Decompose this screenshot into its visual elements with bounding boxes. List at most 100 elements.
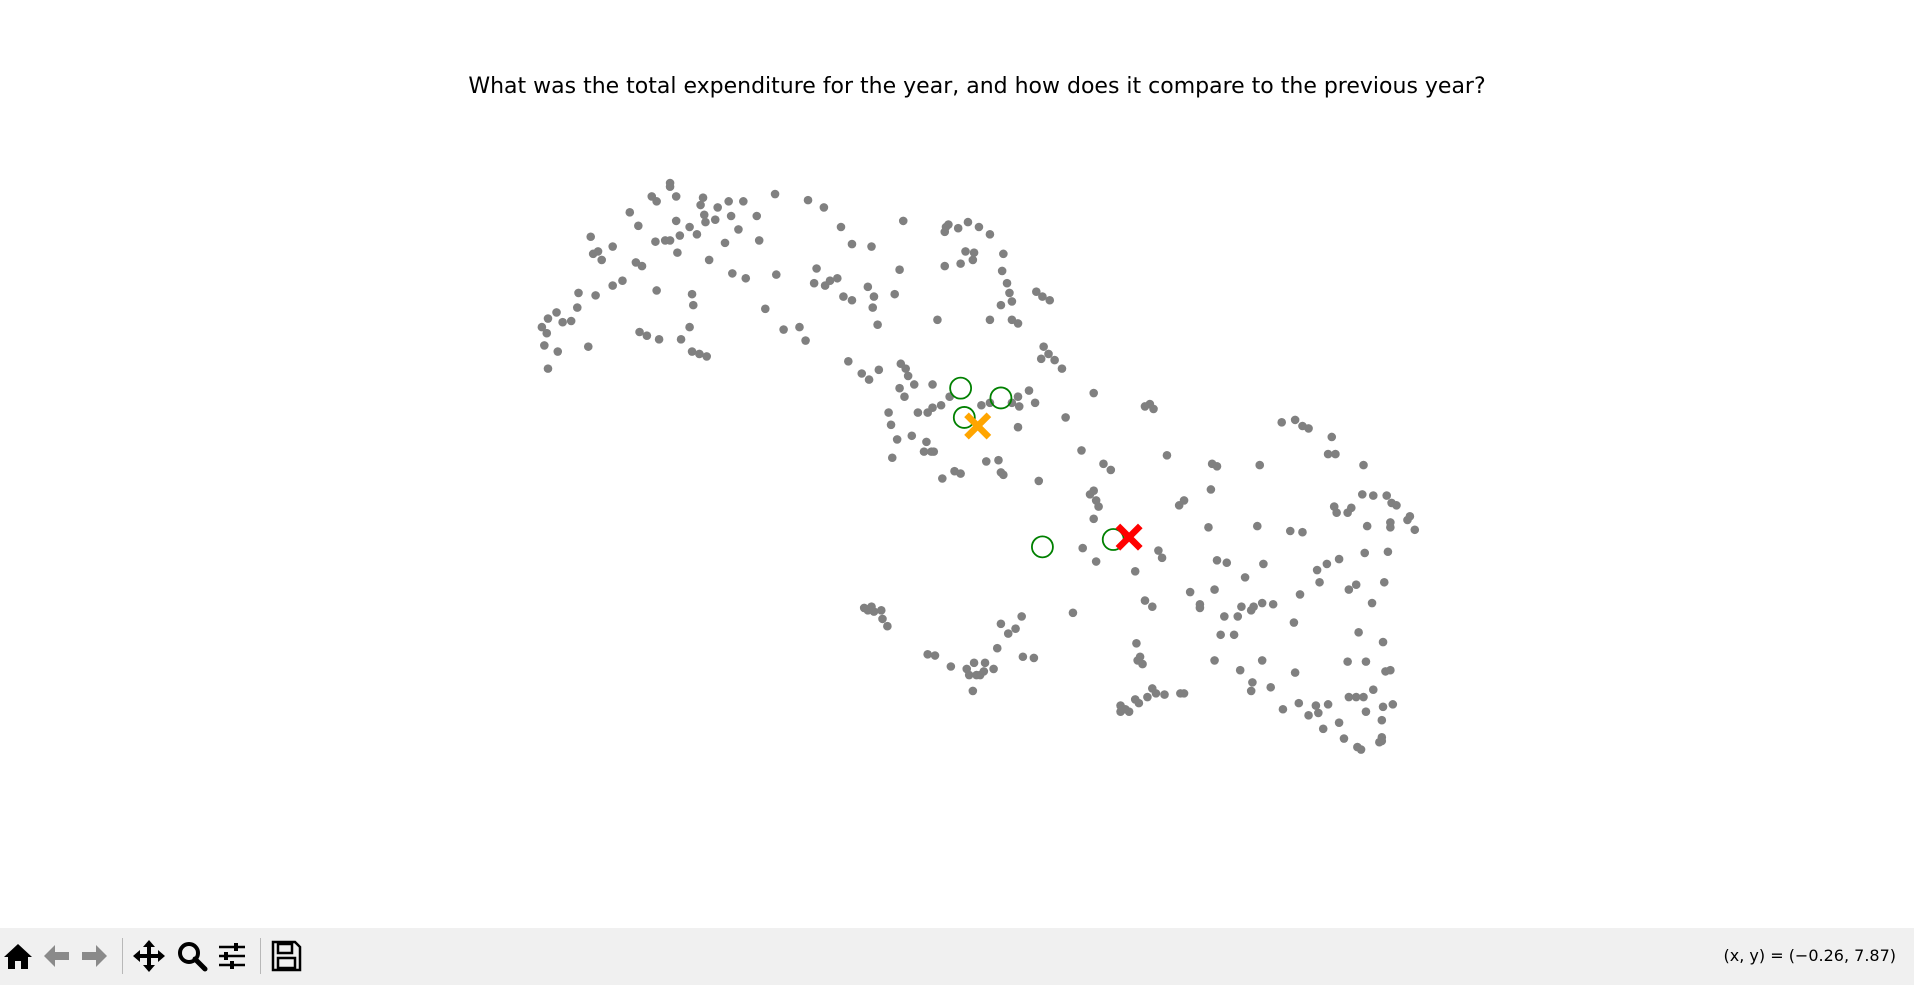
data-point bbox=[1034, 476, 1044, 486]
data-point bbox=[1029, 653, 1039, 663]
data-point bbox=[696, 200, 705, 210]
zoom-button[interactable] bbox=[174, 938, 210, 974]
data-point bbox=[903, 371, 913, 381]
data-point bbox=[1013, 392, 1023, 401]
data-point bbox=[1013, 422, 1023, 432]
data-point bbox=[1356, 745, 1366, 754]
data-point bbox=[734, 225, 743, 234]
pan-button[interactable] bbox=[131, 938, 167, 974]
forward-button[interactable] bbox=[77, 938, 113, 974]
back-button[interactable] bbox=[38, 938, 74, 974]
data-point bbox=[1318, 724, 1328, 734]
data-point bbox=[953, 223, 963, 233]
data-point bbox=[1011, 624, 1020, 633]
data-point bbox=[994, 455, 1003, 465]
data-point bbox=[1206, 485, 1216, 494]
data-point bbox=[1383, 547, 1393, 557]
data-point bbox=[566, 316, 576, 326]
data-point bbox=[1246, 686, 1256, 696]
data-point bbox=[1277, 418, 1287, 427]
data-point bbox=[1106, 465, 1116, 475]
data-point bbox=[1032, 287, 1041, 297]
data-point bbox=[985, 230, 995, 239]
data-point bbox=[961, 247, 970, 256]
highlight-point bbox=[989, 386, 1013, 410]
data-point bbox=[847, 239, 857, 249]
data-point bbox=[618, 276, 627, 286]
data-point bbox=[1235, 665, 1245, 675]
data-point bbox=[687, 347, 697, 356]
data-point bbox=[977, 400, 986, 410]
data-point bbox=[652, 197, 661, 206]
data-point bbox=[863, 282, 873, 292]
data-point bbox=[542, 328, 552, 338]
data-point bbox=[572, 303, 582, 312]
data-point bbox=[597, 255, 607, 265]
data-point bbox=[1014, 402, 1024, 411]
configure-button[interactable] bbox=[214, 938, 250, 974]
data-point bbox=[1359, 460, 1368, 470]
data-point bbox=[1216, 630, 1225, 640]
data-point bbox=[1367, 598, 1377, 608]
data-point bbox=[1099, 459, 1108, 469]
save-button[interactable] bbox=[268, 938, 304, 974]
data-point bbox=[839, 292, 848, 301]
data-point bbox=[923, 649, 932, 659]
highlight-point bbox=[952, 406, 976, 429]
data-point bbox=[1038, 292, 1047, 301]
data-point bbox=[956, 259, 965, 268]
data-point bbox=[981, 457, 991, 466]
home-button[interactable] bbox=[0, 938, 36, 974]
data-point bbox=[1143, 692, 1152, 702]
data-point bbox=[1351, 692, 1361, 702]
figure: What was the total expenditure for the y… bbox=[468, 74, 1486, 754]
data-point bbox=[652, 286, 661, 295]
data-point bbox=[1346, 503, 1356, 513]
data-point bbox=[1220, 612, 1229, 621]
data-point bbox=[1354, 628, 1363, 637]
data-point bbox=[1162, 450, 1172, 460]
data-point bbox=[974, 222, 984, 232]
data-point bbox=[651, 237, 660, 246]
data-point bbox=[1138, 659, 1147, 669]
data-point bbox=[1068, 608, 1078, 618]
data-point bbox=[997, 266, 1007, 276]
data-point bbox=[625, 208, 635, 217]
data-point bbox=[1257, 598, 1267, 608]
data-point bbox=[540, 341, 549, 350]
data-point bbox=[574, 288, 583, 298]
data-point bbox=[883, 621, 892, 631]
data-point bbox=[992, 643, 1002, 653]
data-point bbox=[1285, 526, 1295, 536]
data-point bbox=[687, 289, 697, 299]
data-point bbox=[1344, 585, 1354, 594]
data-point bbox=[1294, 698, 1304, 708]
data-point bbox=[884, 408, 893, 417]
data-point bbox=[1375, 737, 1384, 747]
data-point bbox=[552, 308, 561, 317]
data-point bbox=[963, 217, 973, 227]
data-point bbox=[898, 216, 908, 226]
data-point bbox=[968, 686, 978, 696]
data-point bbox=[1368, 685, 1378, 695]
data-point bbox=[1304, 711, 1313, 720]
data-point bbox=[754, 236, 764, 245]
data-point bbox=[728, 269, 737, 278]
data-point bbox=[1140, 596, 1150, 605]
data-point bbox=[944, 220, 953, 229]
data-point bbox=[864, 375, 874, 384]
data-point bbox=[635, 327, 644, 337]
data-point bbox=[969, 248, 979, 257]
data-point bbox=[1044, 349, 1053, 359]
data-point bbox=[1124, 707, 1134, 716]
data-point bbox=[929, 447, 939, 456]
data-point bbox=[1290, 415, 1300, 425]
plot-area bbox=[537, 178, 1420, 754]
data-point bbox=[873, 320, 882, 329]
data-point bbox=[1036, 354, 1046, 364]
data-point bbox=[713, 203, 722, 212]
data-point bbox=[1381, 667, 1390, 676]
data-point bbox=[836, 222, 846, 232]
data-point bbox=[685, 222, 694, 232]
